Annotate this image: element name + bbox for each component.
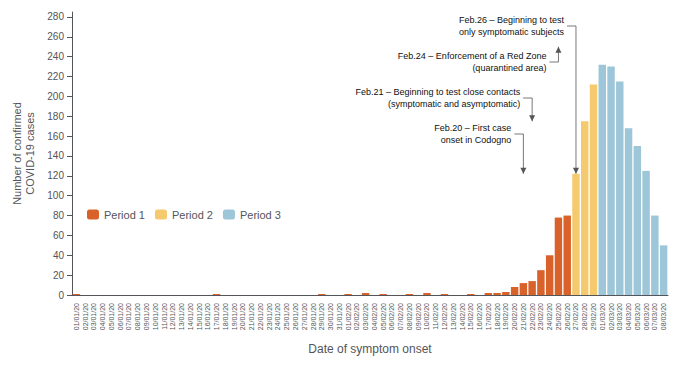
svg-text:14/01/20: 14/01/20: [187, 303, 194, 330]
svg-text:01/03/20: 01/03/20: [599, 303, 606, 330]
svg-text:Number of confirmed: Number of confirmed: [11, 102, 23, 205]
svg-text:06/02/20: 06/02/20: [388, 303, 395, 330]
svg-text:18/02/20: 18/02/20: [494, 303, 501, 330]
svg-text:10/01/20: 10/01/20: [152, 303, 159, 330]
svg-text:11/01/20: 11/01/20: [161, 303, 168, 330]
svg-text:onset in Codogno: onset in Codogno: [441, 135, 512, 145]
svg-text:06/01/20: 06/01/20: [117, 303, 124, 330]
svg-text:26/01/20: 26/01/20: [292, 303, 299, 330]
svg-text:10/02/20: 10/02/20: [423, 303, 430, 330]
svg-text:20/01/20: 20/01/20: [239, 303, 246, 330]
svg-text:17/02/20: 17/02/20: [485, 303, 492, 330]
svg-text:02/01/20: 02/01/20: [82, 303, 89, 330]
svg-text:100: 100: [47, 190, 64, 201]
svg-text:01/01/20: 01/01/20: [73, 303, 80, 330]
svg-text:24/01/20: 24/01/20: [274, 303, 281, 330]
svg-text:Feb.21 – Beginning to test clo: Feb.21 – Beginning to test close contact…: [356, 87, 521, 97]
svg-text:(quarantined area): (quarantined area): [472, 63, 546, 73]
svg-text:(symptomatic and asymptomatic): (symptomatic and asymptomatic): [388, 99, 520, 109]
svg-text:200: 200: [47, 91, 64, 102]
svg-text:05/01/20: 05/01/20: [108, 303, 115, 330]
svg-text:05/03/20: 05/03/20: [634, 303, 641, 330]
svg-text:16/01/20: 16/01/20: [204, 303, 211, 330]
svg-text:19/02/20: 19/02/20: [502, 303, 509, 330]
svg-text:22/01/20: 22/01/20: [257, 303, 264, 330]
svg-text:03/02/20: 03/02/20: [362, 303, 369, 330]
svg-text:31/01/20: 31/01/20: [336, 303, 343, 330]
svg-text:27/01/20: 27/01/20: [301, 303, 308, 330]
svg-text:22/02/20: 22/02/20: [529, 303, 536, 330]
svg-text:23/01/20: 23/01/20: [266, 303, 273, 330]
svg-text:17/01/20: 17/01/20: [213, 303, 220, 330]
svg-text:260: 260: [47, 31, 64, 42]
svg-text:02/03/20: 02/03/20: [608, 303, 615, 330]
svg-text:14/02/20: 14/02/20: [459, 303, 466, 330]
svg-text:Feb.20 – First case: Feb.20 – First case: [434, 123, 511, 133]
svg-text:23/02/20: 23/02/20: [537, 303, 544, 330]
svg-text:02/02/20: 02/02/20: [353, 303, 360, 330]
svg-text:20: 20: [53, 270, 65, 281]
svg-text:240: 240: [47, 51, 64, 62]
svg-text:19/01/20: 19/01/20: [231, 303, 238, 330]
svg-text:15/02/20: 15/02/20: [467, 303, 474, 330]
svg-text:80: 80: [53, 210, 65, 221]
svg-text:04/03/20: 04/03/20: [625, 303, 632, 330]
svg-text:25/01/20: 25/01/20: [283, 303, 290, 330]
svg-text:29/02/20: 29/02/20: [590, 303, 597, 330]
svg-text:0: 0: [58, 290, 64, 301]
svg-text:12/01/20: 12/01/20: [169, 303, 176, 330]
svg-text:27/02/20: 27/02/20: [572, 303, 579, 330]
svg-text:12/02/20: 12/02/20: [441, 303, 448, 330]
svg-text:13/02/20: 13/02/20: [450, 303, 457, 330]
svg-text:120: 120: [47, 170, 64, 181]
svg-text:Period 3: Period 3: [240, 209, 281, 221]
svg-text:03/01/20: 03/01/20: [90, 303, 97, 330]
svg-text:15/01/20: 15/01/20: [196, 303, 203, 330]
svg-text:07/01/20: 07/01/20: [125, 303, 132, 330]
svg-text:16/02/20: 16/02/20: [476, 303, 483, 330]
svg-text:29/01/20: 29/01/20: [318, 303, 325, 330]
svg-text:Period 1: Period 1: [104, 209, 145, 221]
svg-text:08/01/20: 08/01/20: [134, 303, 141, 330]
svg-text:140: 140: [47, 150, 64, 161]
svg-text:Feb.26 – Beginning to test: Feb.26 – Beginning to test: [459, 15, 565, 25]
svg-text:220: 220: [47, 71, 64, 82]
svg-text:Date of symptom onset: Date of symptom onset: [308, 342, 432, 356]
svg-text:30/01/20: 30/01/20: [327, 303, 334, 330]
svg-text:Feb.24 – Enforcement of a Red: Feb.24 – Enforcement of a Red Zone: [398, 51, 547, 61]
svg-text:04/01/20: 04/01/20: [99, 303, 106, 330]
svg-text:09/01/20: 09/01/20: [143, 303, 150, 330]
svg-text:08/03/20: 08/03/20: [660, 303, 667, 330]
svg-text:26/02/20: 26/02/20: [564, 303, 571, 330]
svg-text:25/02/20: 25/02/20: [555, 303, 562, 330]
svg-text:08/02/20: 08/02/20: [406, 303, 413, 330]
svg-text:280: 280: [47, 11, 64, 22]
svg-text:21/02/20: 21/02/20: [520, 303, 527, 330]
svg-text:180: 180: [47, 111, 64, 122]
svg-text:40: 40: [53, 250, 65, 261]
svg-text:05/02/20: 05/02/20: [380, 303, 387, 330]
svg-text:13/01/20: 13/01/20: [178, 303, 185, 330]
svg-text:03/03/20: 03/03/20: [616, 303, 623, 330]
svg-text:07/02/20: 07/02/20: [397, 303, 404, 330]
svg-text:60: 60: [53, 230, 65, 241]
svg-text:COVID-19 cases: COVID-19 cases: [24, 112, 36, 195]
svg-text:11/02/20: 11/02/20: [432, 303, 439, 330]
svg-text:28/01/20: 28/01/20: [310, 303, 317, 330]
svg-text:28/02/20: 28/02/20: [581, 303, 588, 330]
svg-text:18/01/20: 18/01/20: [222, 303, 229, 330]
svg-text:20/02/20: 20/02/20: [511, 303, 518, 330]
svg-text:24/02/20: 24/02/20: [546, 303, 553, 330]
svg-text:21/01/20: 21/01/20: [248, 303, 255, 330]
svg-text:06/03/20: 06/03/20: [643, 303, 650, 330]
svg-text:only symptomatic subjects: only symptomatic subjects: [459, 27, 565, 37]
svg-text:09/02/20: 09/02/20: [415, 303, 422, 330]
svg-text:Period 2: Period 2: [172, 209, 213, 221]
svg-text:01/02/20: 01/02/20: [345, 303, 352, 330]
svg-text:160: 160: [47, 131, 64, 142]
svg-text:07/03/20: 07/03/20: [651, 303, 658, 330]
svg-text:04/02/20: 04/02/20: [371, 303, 378, 330]
